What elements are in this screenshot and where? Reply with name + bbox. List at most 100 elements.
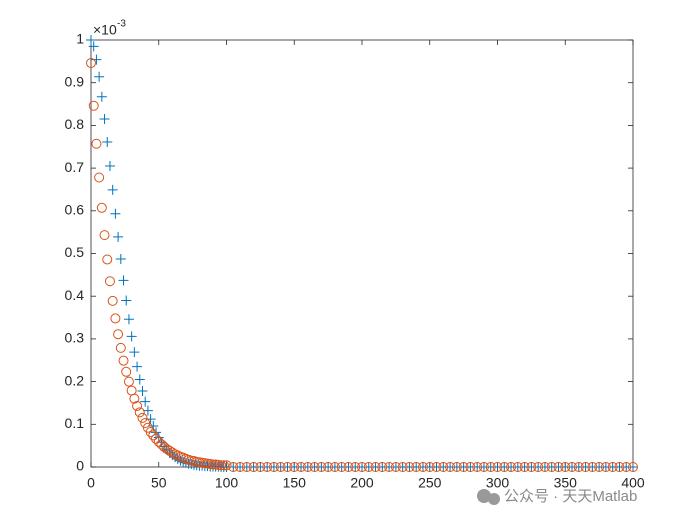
- plus-marker: [142, 405, 153, 416]
- circle-marker: [113, 329, 124, 340]
- circle-marker: [485, 462, 496, 472]
- plus-marker: [86, 35, 96, 45]
- plus-marker: [115, 254, 126, 265]
- plus-marker: [140, 396, 151, 407]
- circle-marker: [118, 355, 129, 366]
- circle-marker: [104, 276, 115, 287]
- y-tick-label: 0.1: [65, 415, 85, 431]
- circle-marker: [390, 462, 401, 472]
- circle-marker: [86, 58, 96, 69]
- circle-marker: [424, 462, 435, 472]
- circle-marker: [404, 462, 415, 472]
- circle-marker: [302, 462, 313, 472]
- plus-marker: [118, 275, 129, 286]
- x-tick-label: 350: [554, 475, 578, 491]
- circle-marker: [289, 462, 300, 472]
- circle-marker: [296, 462, 307, 472]
- circle-marker: [506, 462, 517, 472]
- circle-marker: [472, 462, 483, 472]
- plus-marker: [113, 231, 124, 242]
- circle-marker: [417, 462, 428, 472]
- circle-marker: [115, 342, 126, 353]
- y-tick-label: 0.8: [65, 116, 85, 132]
- circle-marker: [465, 462, 476, 472]
- circle-marker: [275, 462, 286, 472]
- circle-marker: [512, 462, 523, 472]
- plus-marker: [137, 385, 148, 396]
- circle-marker: [587, 462, 598, 472]
- circle-marker: [235, 462, 246, 472]
- plot-frame: [90, 39, 634, 468]
- circle-marker: [268, 462, 279, 472]
- circle-marker: [134, 407, 145, 418]
- plus-marker: [628, 462, 638, 472]
- circle-marker: [148, 430, 159, 441]
- plus-marker: [99, 113, 110, 124]
- watermark-icon: [488, 493, 500, 505]
- circle-marker: [370, 462, 381, 472]
- x-tick-label: 150: [283, 475, 307, 491]
- plus-marker: [107, 184, 118, 195]
- circle-marker: [91, 138, 102, 149]
- circle-marker: [546, 462, 557, 472]
- circle-marker: [567, 462, 578, 472]
- circle-marker: [573, 462, 584, 472]
- circle-marker: [137, 412, 148, 423]
- plus-marker: [91, 54, 102, 65]
- watermark-icon: [477, 489, 491, 503]
- circle-marker: [153, 436, 164, 447]
- y-tick-label: 0.2: [65, 372, 85, 388]
- circle-marker: [526, 462, 537, 472]
- circle-marker: [600, 462, 611, 472]
- plus-marker: [88, 41, 99, 52]
- plus-marker: [96, 91, 107, 102]
- x-tick-label: 300: [486, 475, 510, 491]
- circle-marker: [329, 462, 340, 472]
- circle-marker: [539, 462, 550, 472]
- circle-marker: [167, 447, 178, 458]
- circle-marker: [478, 462, 489, 472]
- circle-marker: [607, 462, 618, 472]
- y-tick-label: 0.4: [65, 287, 85, 303]
- circle-marker: [451, 462, 462, 472]
- plus-marker: [151, 427, 162, 438]
- circle-marker: [99, 230, 110, 241]
- circle-marker: [499, 462, 510, 472]
- circle-marker: [151, 433, 162, 444]
- circle-marker: [123, 376, 134, 387]
- circle-marker: [445, 462, 456, 472]
- plus-marker: [129, 347, 140, 358]
- circle-marker: [129, 393, 140, 404]
- x-tick-label: 400: [621, 475, 645, 491]
- circle-marker: [102, 254, 113, 265]
- circle-marker: [218, 460, 229, 471]
- x-tick-label: 100: [215, 475, 239, 491]
- circle-marker: [519, 462, 530, 472]
- circle-marker: [262, 462, 273, 472]
- circle-marker: [458, 462, 469, 472]
- circle-marker: [377, 462, 388, 472]
- circle-marker: [580, 462, 591, 472]
- y-tick-label: 0.9: [65, 73, 85, 89]
- x-tick-label: 50: [151, 475, 167, 491]
- circle-marker: [164, 445, 175, 456]
- circle-marker: [121, 366, 132, 377]
- circle-marker: [357, 462, 367, 472]
- plus-marker: [110, 208, 121, 219]
- plus-marker: [104, 160, 115, 171]
- circle-marker: [255, 462, 266, 472]
- y-tick-label: 0.5: [65, 244, 85, 260]
- y-tick-label: 0.6: [65, 202, 85, 218]
- y-multiplier-base: ×10: [93, 22, 117, 38]
- circle-marker: [309, 462, 320, 472]
- circle-marker: [438, 462, 449, 472]
- x-tick-label: 200: [350, 475, 374, 491]
- plus-marker: [121, 295, 132, 306]
- circle-marker: [107, 295, 118, 306]
- circle-marker: [397, 462, 408, 472]
- circle-marker: [323, 462, 334, 472]
- plus-marker: [180, 457, 191, 468]
- y-tick-label: 0.7: [65, 159, 85, 175]
- circle-marker: [145, 426, 156, 437]
